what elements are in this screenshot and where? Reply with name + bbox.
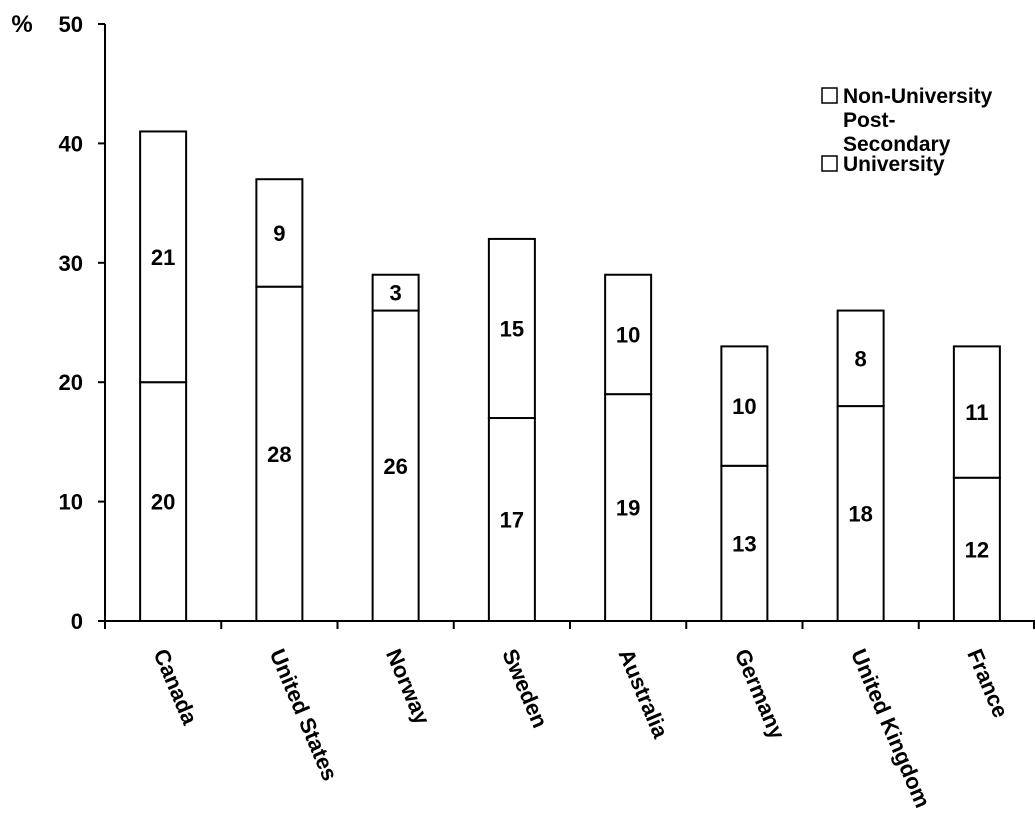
- data-label-non-university: 8: [855, 346, 867, 371]
- x-tick-label: Canada: [149, 645, 203, 729]
- bars-group: 20 21 28 9 26 3 17 15 19 10 13 10 18 8 12 11: [139, 130, 1001, 623]
- x-axis: Canada United States Norway Sweden Australia…: [104, 620, 1035, 811]
- data-label-university: 20: [151, 490, 175, 515]
- bar-segment-non-university: [487, 237, 536, 420]
- data-label-university: 13: [732, 531, 756, 556]
- data-label-university: 18: [848, 502, 872, 527]
- bar-segment-university: [604, 393, 653, 623]
- legend-swatch: [821, 87, 838, 104]
- data-label-university: 17: [500, 508, 524, 533]
- data-label-university: 28: [267, 442, 291, 467]
- y-axis-title: %: [11, 11, 32, 38]
- bar-segment-non-university: [836, 309, 885, 408]
- data-label-non-university: 11: [965, 400, 988, 425]
- x-tick-label: United Kingdom: [846, 645, 935, 811]
- data-label-non-university: 3: [390, 281, 402, 306]
- y-tick-label: 30: [59, 251, 83, 276]
- bar-segment-university: [371, 309, 420, 622]
- x-tick-label: Norway: [381, 645, 435, 729]
- data-label-non-university: 15: [500, 316, 524, 341]
- bar-segment-university: [952, 476, 1001, 622]
- x-tick-label: United States: [265, 645, 343, 784]
- data-label-university: 12: [965, 537, 989, 562]
- data-label-university: 26: [383, 454, 407, 479]
- legend-swatch: [821, 155, 838, 172]
- bar-segment-non-university: [255, 178, 304, 288]
- legend-label: Secondary: [843, 133, 951, 156]
- bar-segment-non-university: [139, 130, 188, 384]
- y-tick-label: 40: [59, 131, 83, 156]
- legend-label: Non-University: [843, 85, 993, 108]
- legend-label: University: [843, 153, 945, 176]
- bar-segment-non-university: [720, 345, 769, 467]
- bar-segment-university: [836, 405, 885, 622]
- bar-segment-non-university: [371, 273, 420, 312]
- data-label-non-university: 21: [151, 245, 175, 270]
- data-label-non-university: 9: [273, 221, 285, 246]
- x-tick-label: France: [962, 645, 1013, 721]
- x-tick-label: Germany: [730, 645, 791, 743]
- y-tick-label: 10: [59, 490, 83, 515]
- y-tick-label: 50: [59, 12, 83, 37]
- data-label-non-university: 10: [732, 394, 756, 419]
- bar-segment-non-university: [952, 345, 1001, 479]
- x-tick-label: Sweden: [497, 645, 552, 731]
- y-tick-label: 0: [71, 609, 83, 634]
- bar-segment-non-university: [604, 273, 653, 396]
- legend-label: Post-: [843, 109, 896, 132]
- data-label-non-university: 10: [616, 322, 640, 347]
- bar-segment-university: [139, 381, 188, 623]
- bar-segment-university: [255, 285, 304, 622]
- y-axis: 0 10 20 30 40 50: [59, 12, 106, 634]
- x-tick-label: Australia: [614, 645, 674, 742]
- y-tick-label: 20: [59, 370, 83, 395]
- data-label-university: 19: [616, 496, 640, 521]
